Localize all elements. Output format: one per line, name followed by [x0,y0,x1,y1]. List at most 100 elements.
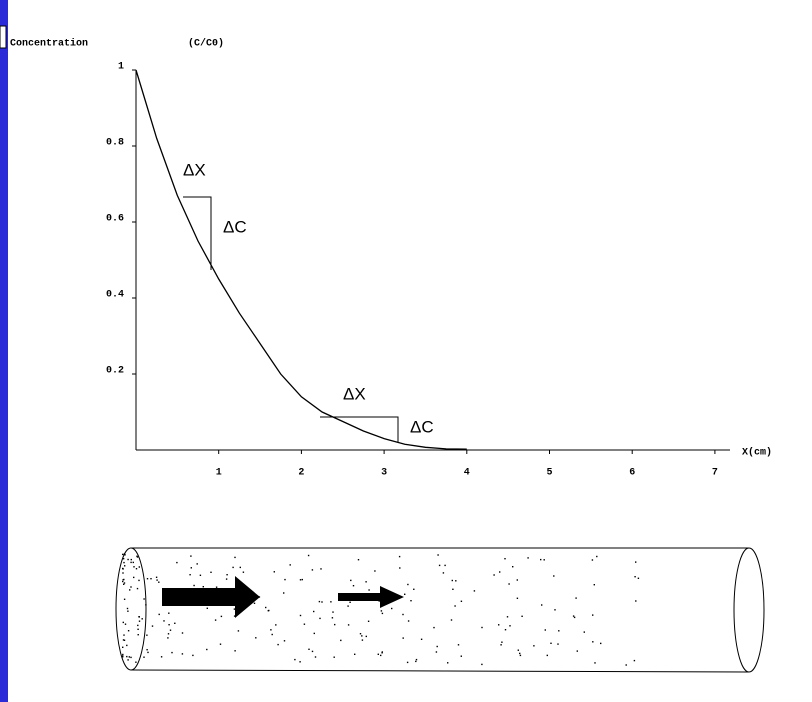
particle [122,646,124,648]
x-tick-label: 1 [216,468,222,479]
particle [244,596,246,598]
particle [175,591,177,593]
particle [127,630,130,632]
particle [591,559,594,561]
annotation: ΔC [223,217,247,236]
particle [352,598,354,600]
particle [237,630,240,632]
particle [137,634,139,636]
particle [558,630,560,632]
particle [318,600,321,603]
particle [299,661,301,663]
particle [540,558,542,561]
tube-wall [130,669,750,673]
particle [158,613,160,616]
particle [258,596,261,598]
particle [407,583,409,586]
particle [192,654,194,657]
particle [181,632,184,634]
particle [457,644,460,646]
tube-end [115,547,147,671]
particle [171,651,173,654]
particle [174,622,176,624]
particle [349,601,351,603]
particle [253,602,256,604]
particle [145,604,147,606]
particle [381,612,384,615]
particle [380,610,383,612]
particle [447,662,449,664]
particle [330,601,332,603]
particle [307,554,310,557]
particle [557,643,559,645]
particle [506,616,509,618]
particle [519,654,522,657]
particle [527,557,529,559]
particle [178,591,181,593]
particle [454,605,456,607]
particle [361,635,363,637]
particle [517,649,519,651]
particle [509,625,511,627]
particle [202,586,204,588]
particle [136,587,139,590]
particle [320,568,322,570]
particle [255,637,257,639]
y-axis-unit: (C/C0) [188,38,224,50]
particle [504,629,507,631]
particle [311,650,314,653]
particle [123,598,126,600]
particle [123,553,126,555]
particle [193,584,195,587]
annotation: ΔX [343,384,366,403]
particle [163,620,165,622]
small-arrow [338,586,404,608]
particle [135,661,137,663]
particle [235,580,237,582]
particle [206,648,208,651]
particle [123,583,125,585]
particle [592,614,594,616]
particle [512,566,514,568]
particle [155,576,158,578]
particle [122,572,124,574]
particle [123,634,125,636]
particle [233,615,236,617]
particle [273,571,275,573]
particle [501,641,503,643]
particle [637,577,640,579]
annotation: ΔC [410,417,434,436]
particle [420,638,423,640]
side-bar [0,0,8,702]
particle [572,615,575,617]
annotation: ΔX [183,160,206,179]
particle [189,574,191,576]
particle [210,571,212,573]
particles [122,553,640,666]
particle [167,637,169,639]
particle [340,639,342,642]
particle [122,655,124,657]
particle [303,623,306,625]
particle [410,600,412,602]
particle [220,615,223,618]
particle [234,556,236,559]
particle [596,555,598,558]
particle [187,591,189,594]
particle [308,648,310,650]
data-line [135,69,467,450]
y-tick-label: 1 [118,62,124,73]
particle [374,570,376,572]
particle [156,579,158,581]
particle [544,629,546,631]
particle [301,578,303,581]
particle [633,659,636,662]
particle [137,624,139,627]
particle [147,651,149,654]
particle [451,579,453,582]
y-tick-label: 0.2 [106,366,124,377]
particle [546,654,548,657]
particle [498,624,500,626]
particle [452,588,454,590]
particle [299,614,302,617]
